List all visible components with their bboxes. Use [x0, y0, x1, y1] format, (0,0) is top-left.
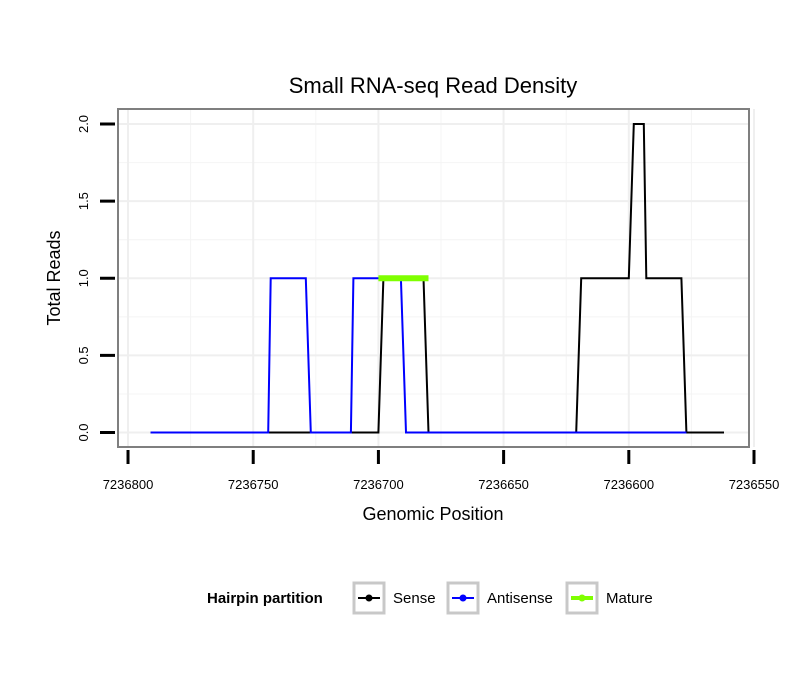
legend-dot-sense	[365, 594, 373, 602]
legend: Hairpin partition Sense Antisense Mature	[207, 581, 653, 615]
x-axis-title: Genomic Position	[362, 504, 503, 524]
y-tick-label: 1.5	[76, 192, 91, 210]
series-line-antisense	[150, 277, 687, 434]
plot-border	[117, 108, 750, 448]
x-axis: 7236800 7236750 7236700 7236650 7236600 72365…	[103, 450, 780, 492]
legend-label-mature: Mature	[606, 590, 653, 607]
legend-label-sense: Sense	[393, 590, 436, 607]
legend-title: Hairpin partition	[207, 590, 323, 607]
legend-label-antisense: Antisense	[487, 590, 553, 607]
legend-dot-mature	[578, 594, 586, 602]
x-tick-label: 7236700	[353, 477, 404, 492]
x-tick-label: 7236600	[603, 477, 654, 492]
chart-title: Small RNA-seq Read Density	[289, 73, 578, 98]
x-tick-label: 7236550	[729, 477, 780, 492]
y-tick-label: 0.5	[76, 346, 91, 364]
x-tick-label: 7236650	[478, 477, 529, 492]
y-tick-label: 2.0	[76, 115, 91, 133]
y-tick-label: 1.0	[76, 269, 91, 287]
y-tick-label: 0.0	[76, 423, 91, 441]
y-axis: 0.0 0.5 1.0 1.5 2.0	[76, 115, 115, 442]
series-layer	[150, 123, 724, 434]
x-tick-label: 7236750	[228, 477, 279, 492]
legend-dot-antisense	[459, 594, 467, 602]
x-tick-label: 7236800	[103, 477, 154, 492]
y-axis-title: Total Reads	[44, 230, 64, 325]
